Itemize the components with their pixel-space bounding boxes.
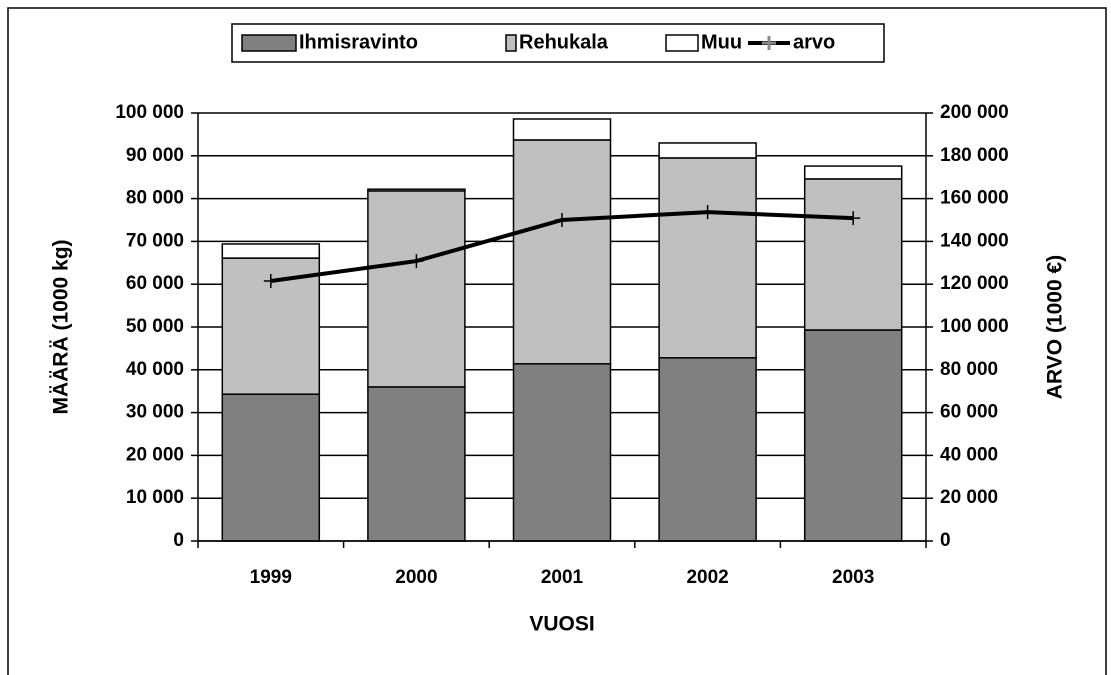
y-tick-label: 10 000	[126, 487, 184, 508]
line-marker	[700, 205, 715, 220]
bar-segment	[658, 357, 757, 542]
y2-tick-label: 40 000	[940, 444, 998, 465]
legend-swatch	[665, 34, 699, 52]
x-tick-label: 1999	[250, 567, 292, 588]
bar-segment	[658, 142, 757, 159]
x-tick-label: 2003	[832, 567, 874, 588]
y2-tick-label: 0	[940, 530, 951, 551]
legend-marker	[762, 36, 776, 50]
bar-segment	[367, 188, 466, 192]
y-tick-label: 20 000	[126, 444, 184, 465]
y2-tick-label: 60 000	[940, 402, 998, 423]
legend-label: Rehukala	[519, 31, 609, 53]
legend-swatch	[241, 34, 297, 52]
line-marker	[846, 211, 861, 226]
y-tick-label: 40 000	[126, 359, 184, 380]
y-tick-label: 100 000	[115, 102, 184, 123]
bar-segment	[803, 178, 903, 331]
x-tick-label: 2002	[686, 567, 728, 588]
y-tick-label: 50 000	[126, 316, 184, 337]
y-tick-label: 60 000	[126, 273, 184, 294]
y2-tick-label: 120 000	[940, 273, 1009, 294]
bar-segment	[221, 243, 321, 259]
legend-label: Ihmisravinto	[299, 31, 418, 53]
y-tick-label: 90 000	[126, 145, 184, 166]
legend-label: arvo	[793, 31, 835, 53]
bar-segment	[803, 165, 903, 180]
bar-segment	[512, 139, 612, 365]
y-tick-label: 30 000	[126, 402, 184, 423]
y2-axis-label: ARVO (1000 €)	[1044, 255, 1067, 399]
bar-segment	[658, 157, 757, 359]
y2-tick-label: 20 000	[940, 487, 998, 508]
y2-tick-label: 100 000	[940, 316, 1009, 337]
bar-segment	[512, 118, 612, 141]
line-marker	[409, 254, 424, 269]
bar-segment	[221, 393, 321, 542]
y2-tick-label: 160 000	[940, 188, 1009, 209]
legend-swatch	[505, 34, 517, 52]
line-marker	[263, 273, 278, 288]
y-tick-label: 0	[173, 530, 184, 551]
y-axis-label: MÄÄRÄ (1000 kg)	[50, 239, 73, 414]
y2-tick-label: 140 000	[940, 230, 1009, 251]
y2-tick-label: 80 000	[940, 359, 998, 380]
x-axis-label: VUOSI	[529, 613, 594, 636]
y2-tick-label: 200 000	[940, 102, 1009, 123]
x-tick-label: 2000	[395, 567, 437, 588]
y-tick-label: 70 000	[126, 230, 184, 251]
line-marker	[555, 213, 569, 227]
bar-segment	[803, 329, 903, 542]
y2-tick-label: 180 000	[940, 145, 1009, 166]
bar-segment	[512, 363, 612, 542]
legend-label: Muu	[701, 31, 742, 53]
y-tick-label: 80 000	[126, 188, 184, 209]
x-tick-label: 2001	[541, 567, 584, 588]
bar-segment	[367, 190, 466, 388]
bar-segment	[367, 386, 466, 542]
